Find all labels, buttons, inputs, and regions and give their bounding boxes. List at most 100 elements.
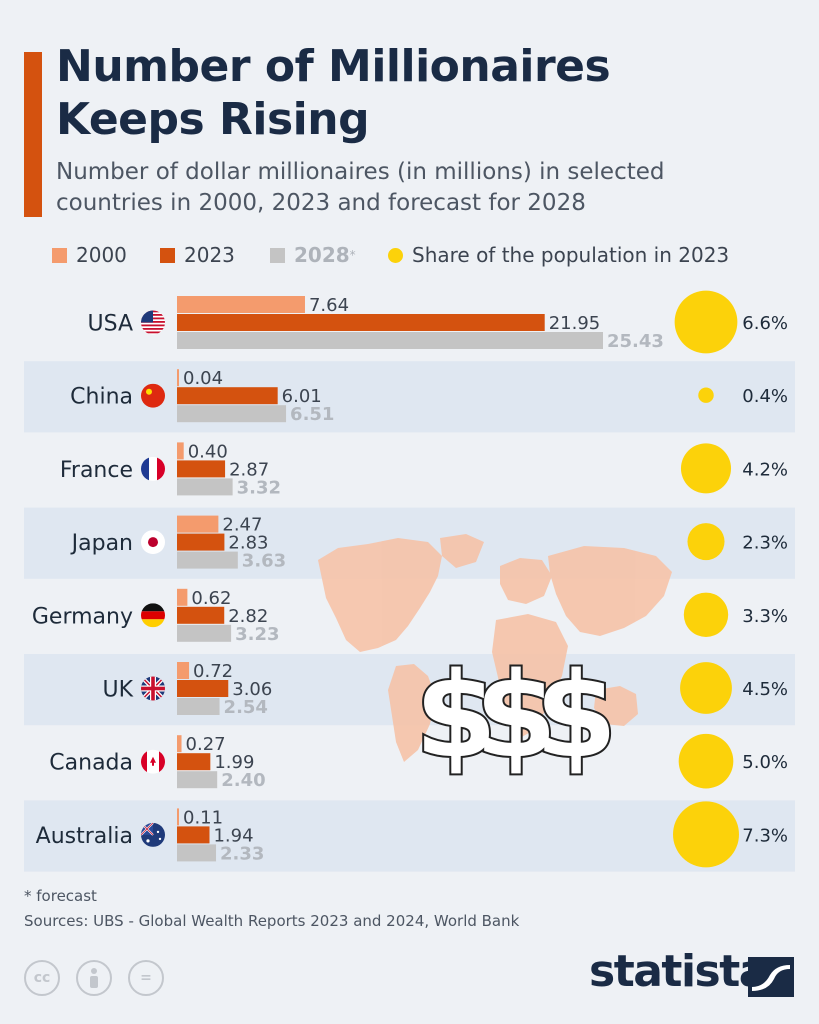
bar-value-label: 21.95 (549, 313, 601, 334)
bar (177, 460, 226, 478)
au-flag-icon (141, 822, 165, 847)
bar (177, 826, 210, 844)
legend-swatch-2023 (160, 247, 175, 263)
category-label: China (70, 385, 133, 410)
bar-value-label: 0.40 (188, 441, 228, 462)
legend-item-2028: 2028 * (270, 240, 356, 270)
share-value-label: 5.0% (742, 752, 788, 773)
bar (177, 314, 545, 331)
bar (177, 624, 232, 642)
bar (177, 369, 179, 387)
share-value-label: 2.3% (742, 533, 788, 554)
category-label: France (60, 458, 133, 483)
legend-label-2028: 2028 (294, 243, 350, 267)
bar (177, 680, 229, 697)
bar (177, 844, 217, 862)
bar-value-label: 25.43 (607, 331, 664, 352)
jp-flag-icon (141, 530, 165, 555)
statista-logo[interactable]: statista (589, 946, 768, 997)
source-note: Sources: UBS - Global Wealth Reports 202… (24, 912, 520, 930)
share-circle (674, 290, 738, 354)
bar (177, 753, 211, 771)
share-value-label: 3.3% (742, 606, 788, 627)
statista-logo-mark-icon (748, 957, 794, 997)
category-label: UK (102, 678, 133, 703)
chart-subtitle: Number of dollar millionaires (in millio… (56, 157, 796, 219)
share-circle (683, 592, 729, 637)
nd-icon-text: = (140, 970, 152, 986)
page-title: Number of Millionaires Keeps Rising (56, 40, 796, 146)
nd-license-icon[interactable]: = (128, 960, 164, 996)
bar (177, 606, 225, 624)
bar (177, 405, 287, 423)
subtitle-line-2: countries in 2000, 2023 and forecast for… (56, 190, 586, 216)
chart-legend: 2000 2023 2028 * Share of the population … (52, 240, 812, 270)
bar-value-label: 0.27 (186, 734, 226, 755)
share-circle (687, 523, 725, 561)
legend-item-2023: 2023 (160, 240, 235, 270)
title-accent-bar (24, 52, 42, 217)
bar-value-label: 6.51 (290, 404, 334, 425)
share-circle (678, 733, 734, 789)
map-asia (548, 546, 672, 636)
legend-swatch-2000 (52, 247, 67, 263)
dollar-signs-decoration: $$$ (415, 646, 610, 784)
bar-value-label: 0.11 (183, 807, 223, 828)
bar-value-label: 1.99 (214, 752, 254, 773)
share-circle (673, 801, 739, 868)
bar (177, 332, 603, 349)
share-value-label: 0.4% (742, 386, 788, 407)
bar (177, 478, 233, 496)
category-label: Australia (36, 824, 133, 849)
legend-label-2023: 2023 (184, 243, 235, 267)
bar (177, 771, 218, 789)
legend-forecast-mark: * (349, 248, 356, 262)
bar-value-label: 2.47 (222, 515, 262, 536)
footnote: * forecast (24, 887, 97, 905)
bar-value-label: 3.63 (242, 551, 286, 572)
share-value-label: 4.5% (742, 679, 788, 700)
map-greenland (440, 534, 484, 568)
cc-icon-text: cc (33, 970, 51, 986)
cc-license-icon[interactable]: cc (24, 960, 60, 996)
category-labels: USA China France Japan Germany UK Canada Austra… (32, 310, 165, 849)
bar-value-label: 2.87 (229, 459, 269, 480)
bar (177, 808, 179, 826)
bar (177, 698, 220, 715)
map-north-america (318, 538, 442, 652)
share-marks: 6.6% 0.4% 4.2% 2.3% 3.3% 4.5% 5.0% 7.3% (673, 290, 788, 868)
share-circle (680, 443, 732, 494)
bar-value-label: 2.33 (220, 843, 264, 864)
title-line-1: Number of Millionaires (56, 41, 611, 92)
share-value-label: 7.3% (742, 825, 788, 846)
category-label: Germany (32, 604, 133, 629)
map-south-america (388, 664, 436, 762)
bar (177, 296, 305, 313)
bar (177, 442, 184, 460)
share-circle (698, 387, 714, 403)
title-line-2: Keeps Rising (56, 94, 370, 145)
bar (177, 735, 182, 753)
bar-value-label: 3.23 (235, 624, 279, 645)
de-flag-icon (141, 603, 165, 628)
bar (177, 662, 190, 679)
cn-flag-icon (141, 383, 165, 408)
legend-item-share: Share of the population in 2023 (388, 240, 729, 270)
bar-value-label: 6.01 (282, 386, 322, 407)
bar (177, 588, 188, 606)
bar-value-label: 2.83 (228, 533, 268, 554)
row-band (24, 361, 795, 433)
bar-value-label: 0.72 (193, 661, 233, 682)
ca-flag-icon (141, 749, 165, 774)
subtitle-line-1: Number of dollar millionaires (in millio… (56, 159, 665, 185)
by-person-icon[interactable] (76, 960, 112, 996)
bar-value-label: 0.62 (191, 588, 231, 609)
map-australia (594, 686, 638, 726)
bar-value-label: 0.04 (183, 368, 223, 389)
fr-flag-icon (141, 456, 165, 481)
us-flag-icon (141, 310, 165, 335)
category-label: Canada (49, 751, 133, 776)
share-value-label: 4.2% (742, 459, 788, 480)
bar-value-label: 3.06 (232, 679, 272, 700)
